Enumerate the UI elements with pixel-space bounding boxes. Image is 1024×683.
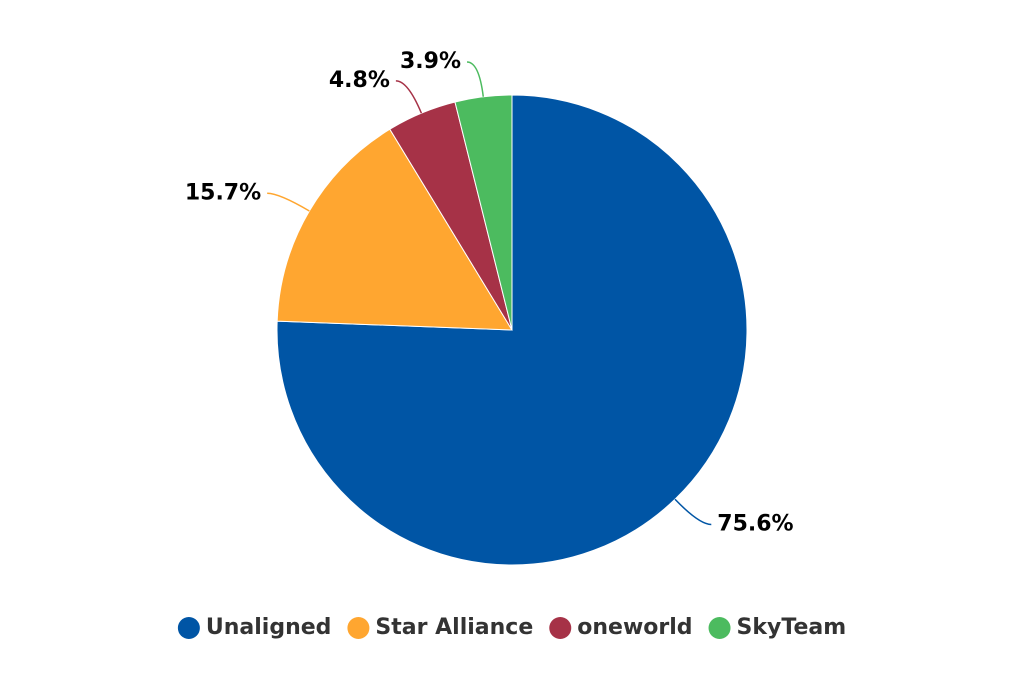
data-label: 15.7% xyxy=(185,180,261,205)
data-label: 3.9% xyxy=(400,49,461,74)
data-label: 4.8% xyxy=(329,68,390,93)
legend-label: oneworld xyxy=(577,615,692,640)
legend-marker xyxy=(177,617,200,639)
leader-line xyxy=(395,80,423,114)
legend-marker xyxy=(549,617,572,639)
pie-slice xyxy=(454,94,513,331)
leader-line xyxy=(267,192,310,212)
legend-label: Unaligned xyxy=(206,615,332,640)
legend-label: Star Alliance xyxy=(375,615,533,640)
leader-line xyxy=(674,498,712,526)
leader-line xyxy=(466,61,485,97)
legend-label: SkyTeam xyxy=(737,615,847,640)
data-label: 75.6% xyxy=(717,511,793,536)
legend-marker xyxy=(708,617,731,639)
legend: Unaligned Star Alliance oneworld SkyTeam xyxy=(177,615,847,640)
legend-marker xyxy=(347,617,370,639)
pie-slice xyxy=(276,128,513,331)
